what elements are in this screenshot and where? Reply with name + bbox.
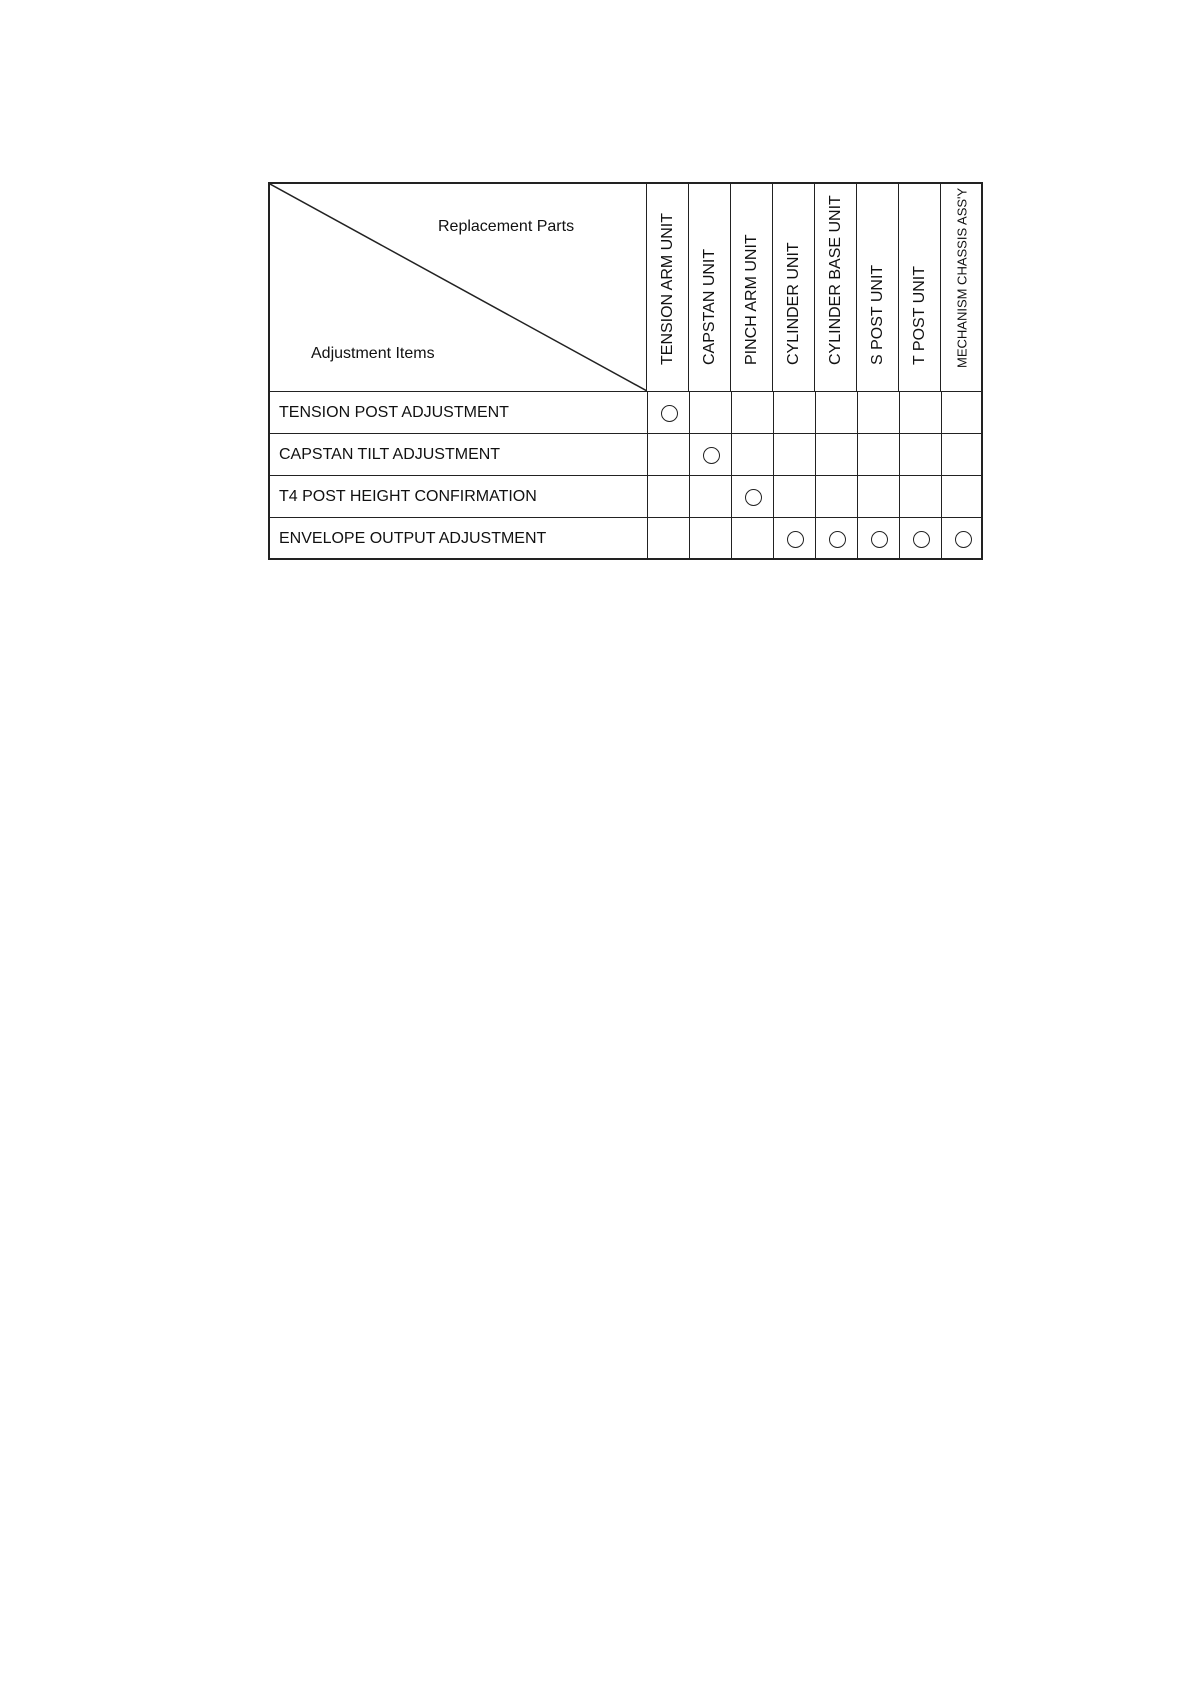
adjustment-table: Replacement Parts Adjustment Items TENSI…	[268, 182, 983, 560]
circle-mark-icon	[702, 446, 720, 464]
table-cell	[815, 518, 857, 559]
circle-mark-icon	[744, 488, 762, 506]
table-cell	[647, 434, 689, 475]
circle-mark-icon	[828, 530, 846, 548]
circle-mark-icon	[786, 530, 804, 548]
column-header: T POST UNIT	[899, 184, 941, 391]
table-row: T4 POST HEIGHT CONFIRMATION	[270, 475, 981, 517]
table-cell	[773, 476, 815, 517]
table-cell	[815, 392, 857, 433]
table-cell	[941, 434, 983, 475]
column-header-label: S POST UNIT	[868, 264, 886, 365]
table-cell	[941, 518, 983, 559]
column-header: TENSION ARM UNIT	[647, 184, 689, 391]
table-cell	[941, 392, 983, 433]
table-cell	[731, 392, 773, 433]
table-row: ENVELOPE OUTPUT ADJUSTMENT	[270, 517, 981, 559]
table-cell	[647, 518, 689, 559]
column-header: S POST UNIT	[857, 184, 899, 391]
table-cell	[689, 434, 731, 475]
circle-mark-icon	[870, 530, 888, 548]
table-cell	[899, 476, 941, 517]
column-header-label: CYLINDER BASE UNIT	[826, 195, 844, 365]
circle-mark-icon	[954, 530, 972, 548]
table-cell	[815, 434, 857, 475]
table-cell	[731, 476, 773, 517]
table-cell	[815, 476, 857, 517]
row-label: T4 POST HEIGHT CONFIRMATION	[279, 488, 537, 505]
column-header-label: TENSION ARM UNIT	[658, 212, 676, 365]
table-cell	[773, 518, 815, 559]
table-row: CAPSTAN TILT ADJUSTMENT	[270, 433, 981, 475]
table-cell	[941, 476, 983, 517]
column-header-label: T POST UNIT	[910, 266, 928, 365]
column-header: CYLINDER BASE UNIT	[815, 184, 857, 391]
column-header: PINCH ARM UNIT	[731, 184, 773, 391]
column-header-label: MECHANISM CHASSIS ASS'Y	[954, 187, 970, 368]
table-cell	[857, 392, 899, 433]
corner-header-cell: Replacement Parts Adjustment Items	[270, 184, 647, 391]
column-header-label: CAPSTAN UNIT	[700, 248, 718, 365]
table-cell	[689, 518, 731, 559]
circle-mark-icon	[912, 530, 930, 548]
row-label: TENSION POST ADJUSTMENT	[279, 404, 509, 421]
replacement-parts-label: Replacement Parts	[438, 218, 575, 235]
diagonal-divider	[270, 184, 647, 391]
table-cell	[689, 392, 731, 433]
table-cell	[773, 434, 815, 475]
table-cell	[731, 434, 773, 475]
table-cell	[857, 518, 899, 559]
table-cell	[857, 434, 899, 475]
column-header: MECHANISM CHASSIS ASS'Y	[941, 184, 983, 391]
row-label: CAPSTAN TILT ADJUSTMENT	[279, 446, 501, 463]
table-cell	[899, 518, 941, 559]
column-header-label: CYLINDER UNIT	[784, 242, 802, 365]
table-row: TENSION POST ADJUSTMENT	[270, 391, 981, 433]
table-cell	[689, 476, 731, 517]
table-cell	[773, 392, 815, 433]
adjustment-items-label: Adjustment Items	[311, 345, 435, 362]
column-header-label: PINCH ARM UNIT	[742, 234, 760, 365]
table-cell	[731, 518, 773, 559]
table-cell	[647, 476, 689, 517]
table-cell	[899, 434, 941, 475]
table-cell	[857, 476, 899, 517]
column-header: CYLINDER UNIT	[773, 184, 815, 391]
table-cell	[899, 392, 941, 433]
row-label: ENVELOPE OUTPUT ADJUSTMENT	[279, 530, 547, 547]
table-cell	[647, 392, 689, 433]
circle-mark-icon	[660, 404, 678, 422]
column-header: CAPSTAN UNIT	[689, 184, 731, 391]
